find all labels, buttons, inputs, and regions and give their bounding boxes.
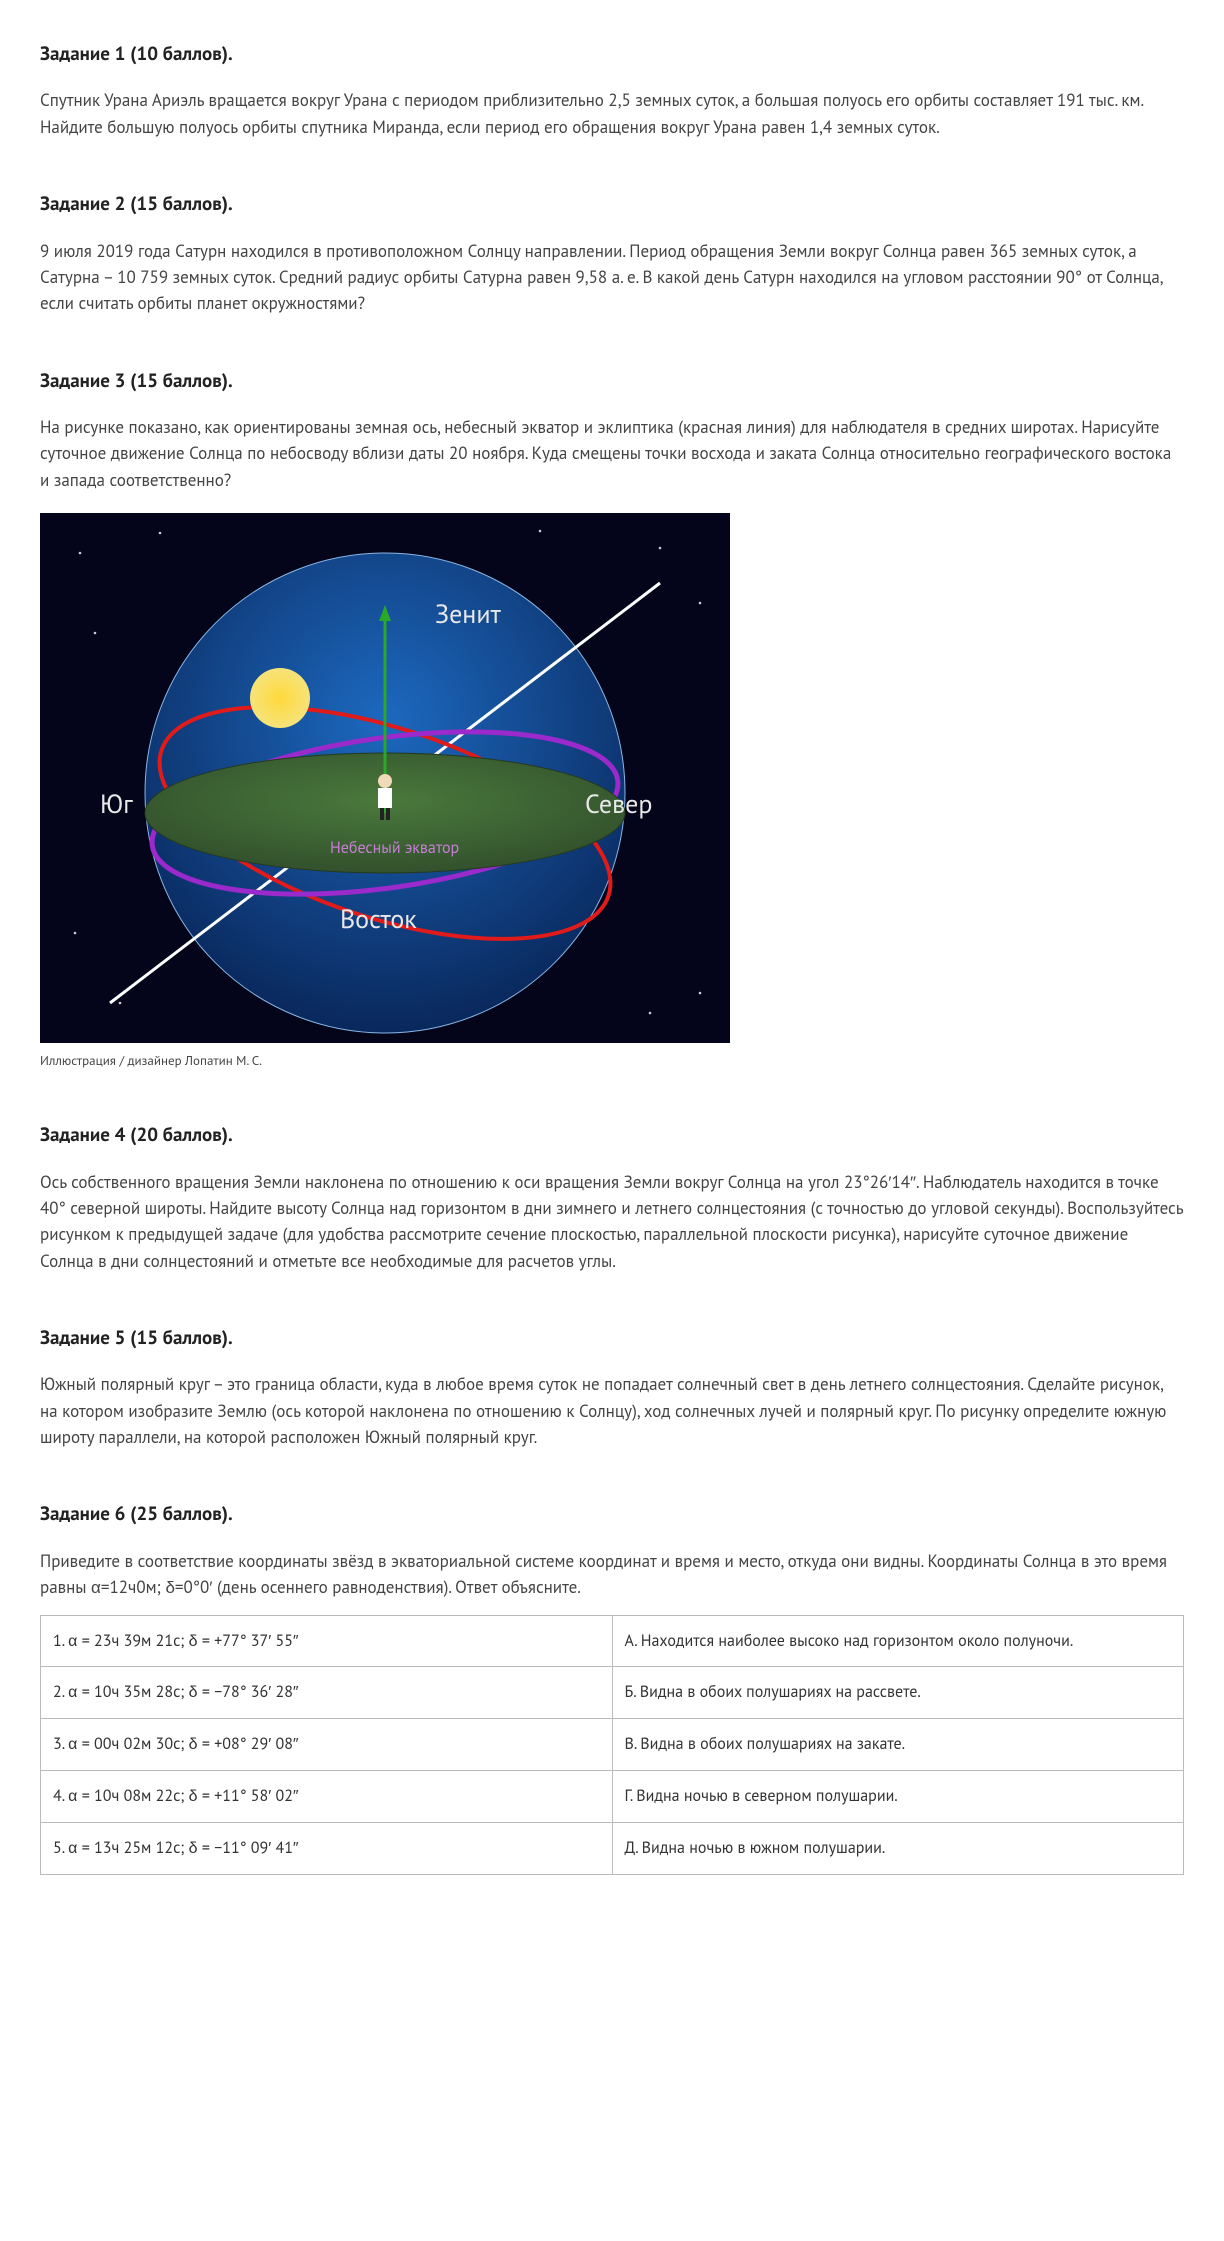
answer-cell: Б. Видна в обоих полушариях на рассвете. (612, 1667, 1184, 1719)
coord-cell: 2. α = 10ч 35м 28с; δ = −78° 36′ 28″ (41, 1667, 613, 1719)
task-5: Задание 5 (15 баллов). Южный полярный кр… (40, 1324, 1184, 1450)
answer-cell: Д. Видна ночью в южном полушарии. (612, 1822, 1184, 1874)
svg-text:Небесный экватор: Небесный экватор (330, 838, 459, 858)
task-5-title: Задание 5 (15 баллов). (40, 1324, 1184, 1353)
task-3: Задание 3 (15 баллов). На рисунке показа… (40, 367, 1184, 1072)
celestial-sphere-figure: Зенит Юг Север Восток Небесный экватор (40, 513, 1184, 1043)
coord-cell: 3. α = 00ч 02м 30с; δ = +08° 29′ 08″ (41, 1719, 613, 1771)
task-1-body: Спутник Урана Ариэль вращается вокруг Ур… (40, 87, 1184, 140)
svg-text:Восток: Восток (340, 903, 417, 936)
task-6: Задание 6 (25 баллов). Приведите в соотв… (40, 1500, 1184, 1874)
task-2-title: Задание 2 (15 баллов). (40, 190, 1184, 219)
task-2-body: 9 июля 2019 года Сатурн находился в прот… (40, 238, 1184, 317)
task-1: Задание 1 (10 баллов). Спутник Урана Ари… (40, 40, 1184, 140)
task-6-title: Задание 6 (25 баллов). (40, 1500, 1184, 1529)
table-row: 5. α = 13ч 25м 12с; δ = −11° 09′ 41″Д. В… (41, 1822, 1184, 1874)
task-3-title: Задание 3 (15 баллов). (40, 367, 1184, 396)
task-4-title: Задание 4 (20 баллов). (40, 1121, 1184, 1150)
answer-cell: А. Находится наиболее высоко над горизон… (612, 1615, 1184, 1667)
table-row: 1. α = 23ч 39м 21с; δ = +77° 37′ 55″А. Н… (41, 1615, 1184, 1667)
svg-text:Юг: Юг (100, 788, 133, 821)
svg-text:Север: Север (585, 788, 652, 821)
task-1-title: Задание 1 (10 баллов). (40, 40, 1184, 69)
task-3-body: На рисунке показано, как ориентированы з… (40, 414, 1184, 493)
coord-cell: 4. α = 10ч 08м 22с; δ = +11° 58′ 02″ (41, 1771, 613, 1823)
table-row: 2. α = 10ч 35м 28с; δ = −78° 36′ 28″Б. В… (41, 1667, 1184, 1719)
coord-cell: 1. α = 23ч 39м 21с; δ = +77° 37′ 55″ (41, 1615, 613, 1667)
answer-cell: Г. Видна ночью в северном полушарии. (612, 1771, 1184, 1823)
task-4-body: Ось собственного вращения Земли наклонен… (40, 1169, 1184, 1274)
task-2: Задание 2 (15 баллов). 9 июля 2019 года … (40, 190, 1184, 316)
task-6-body: Приведите в соответствие координаты звёз… (40, 1548, 1184, 1601)
answer-cell: В. Видна в обоих полушариях на закате. (612, 1719, 1184, 1771)
task-5-body: Южный полярный круг – это граница област… (40, 1371, 1184, 1450)
figure-caption: Иллюстрация / дизайнер Лопатин М. С. (40, 1051, 1184, 1071)
table-row: 4. α = 10ч 08м 22с; δ = +11° 58′ 02″Г. В… (41, 1771, 1184, 1823)
table-row: 3. α = 00ч 02м 30с; δ = +08° 29′ 08″В. В… (41, 1719, 1184, 1771)
task-4: Задание 4 (20 баллов). Ось собственного … (40, 1121, 1184, 1274)
coordinates-table: 1. α = 23ч 39м 21с; δ = +77° 37′ 55″А. Н… (40, 1615, 1184, 1875)
coord-cell: 5. α = 13ч 25м 12с; δ = −11° 09′ 41″ (41, 1822, 613, 1874)
celestial-sphere-svg: Зенит Юг Север Восток Небесный экватор (40, 513, 730, 1043)
svg-text:Зенит: Зенит (435, 598, 502, 631)
